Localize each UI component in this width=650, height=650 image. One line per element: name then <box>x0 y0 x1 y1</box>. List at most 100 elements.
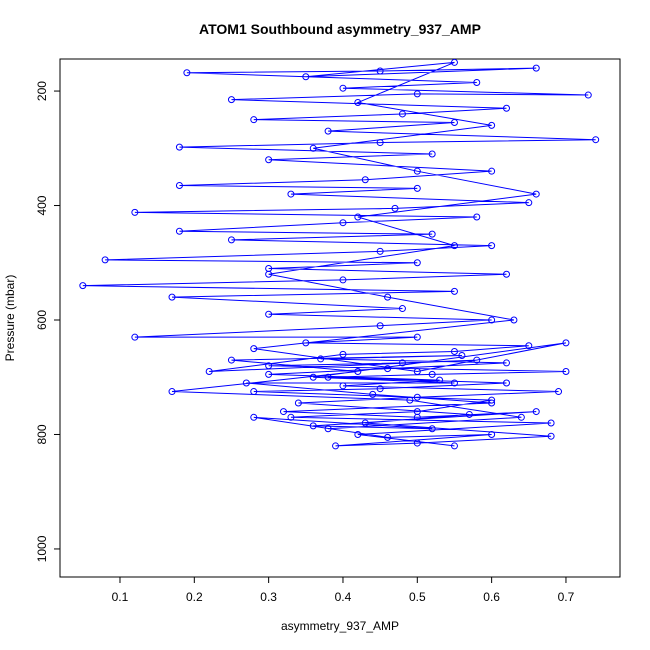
point <box>250 388 258 396</box>
point <box>473 356 481 364</box>
point <box>175 143 183 151</box>
point <box>384 365 392 373</box>
point <box>302 339 310 347</box>
point <box>450 347 458 355</box>
point <box>376 322 384 330</box>
point <box>391 204 399 212</box>
point <box>339 219 347 227</box>
point <box>398 359 406 367</box>
y-tick-label: 1000 <box>35 535 49 562</box>
point <box>525 199 533 207</box>
point <box>428 230 436 238</box>
point <box>450 287 458 295</box>
point <box>398 305 406 313</box>
point <box>488 167 496 175</box>
point <box>376 139 384 147</box>
point <box>287 190 295 198</box>
point <box>458 351 466 359</box>
point <box>502 379 510 387</box>
point <box>339 276 347 284</box>
point <box>384 433 392 441</box>
point <box>413 167 421 175</box>
point <box>584 91 592 99</box>
x-tick-label: 0.7 <box>558 590 575 604</box>
point <box>280 408 288 416</box>
point <box>532 408 540 416</box>
point <box>227 356 235 364</box>
y-tick-label: 400 <box>35 195 49 215</box>
point <box>428 150 436 158</box>
point <box>101 256 109 264</box>
point <box>502 359 510 367</box>
chart-title: ATOM1 Southbound asymmetry_937_AMP <box>199 21 481 37</box>
point <box>413 90 421 98</box>
point <box>265 156 273 164</box>
point <box>413 259 421 267</box>
point <box>562 368 570 376</box>
x-tick-label: 0.3 <box>260 590 277 604</box>
x-tick-label: 0.4 <box>335 590 352 604</box>
point <box>473 78 481 86</box>
point <box>332 442 340 450</box>
point <box>376 247 384 255</box>
point <box>547 432 555 440</box>
x-tick-label: 0.1 <box>112 590 129 604</box>
point <box>339 350 347 358</box>
series-line <box>82 61 596 447</box>
point <box>309 373 317 381</box>
point <box>302 73 310 81</box>
point <box>131 208 139 216</box>
point <box>205 368 213 376</box>
point <box>488 430 496 438</box>
x-tick-label: 0.6 <box>483 590 500 604</box>
point <box>532 190 540 198</box>
point <box>265 370 273 378</box>
point <box>525 342 533 350</box>
y-tick-label: 200 <box>35 81 49 101</box>
point <box>436 376 444 384</box>
point <box>79 282 87 290</box>
point <box>183 69 191 77</box>
point <box>175 181 183 189</box>
point <box>250 116 258 124</box>
point <box>242 379 250 387</box>
point <box>532 64 540 72</box>
point <box>555 388 563 396</box>
point <box>265 362 273 370</box>
point <box>339 382 347 390</box>
point <box>510 316 518 324</box>
point <box>309 422 317 430</box>
point <box>287 413 295 421</box>
point <box>324 127 332 135</box>
point <box>450 119 458 127</box>
point <box>547 419 555 427</box>
point <box>517 413 525 421</box>
point <box>317 355 325 363</box>
point <box>488 396 496 404</box>
point <box>354 430 362 438</box>
point <box>376 67 384 75</box>
point <box>250 413 258 421</box>
point <box>398 110 406 118</box>
y-tick-label: 800 <box>35 424 49 444</box>
point <box>592 136 600 144</box>
x-tick-label: 0.2 <box>186 590 203 604</box>
point <box>294 399 302 407</box>
point <box>488 121 496 129</box>
point <box>413 393 421 401</box>
point <box>369 390 377 398</box>
point <box>265 310 273 318</box>
plot-frame <box>59 58 621 578</box>
point <box>413 439 421 447</box>
point <box>309 144 317 152</box>
point <box>488 399 496 407</box>
point <box>339 84 347 92</box>
point <box>428 425 436 433</box>
point <box>502 270 510 278</box>
point <box>175 227 183 235</box>
point <box>465 410 473 418</box>
x-tick-label: 0.5 <box>409 590 426 604</box>
point <box>227 236 235 244</box>
point <box>502 104 510 112</box>
